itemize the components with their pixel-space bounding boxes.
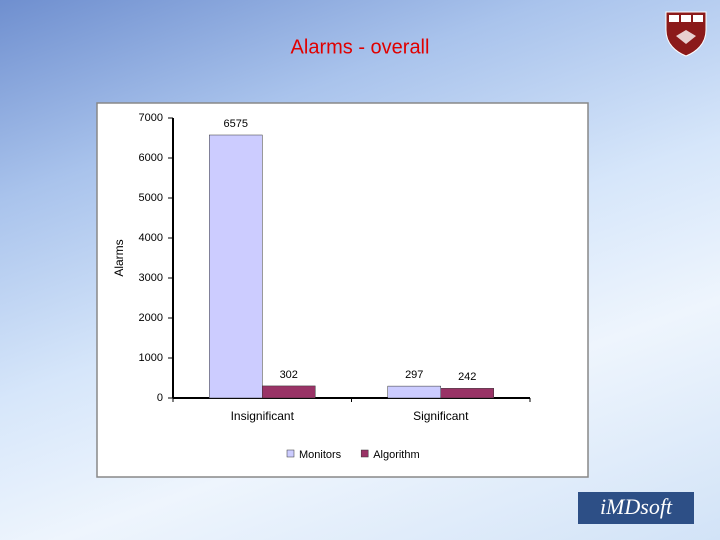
y-tick-label: 0: [157, 392, 163, 404]
legend-swatch: [286, 449, 295, 458]
plot-frame: [96, 102, 589, 478]
legend-swatch: [360, 449, 369, 458]
logo-text: iMDsoft: [600, 494, 673, 519]
y-axis-label: Alarms: [112, 239, 126, 276]
data-label: 297: [405, 369, 423, 381]
bar: [209, 134, 263, 399]
data-label: 6575: [224, 118, 248, 130]
y-tick-label: 3000: [139, 272, 163, 284]
y-tick-label: 6000: [139, 152, 163, 164]
bar: [387, 385, 441, 399]
legend-label: Monitors: [299, 449, 342, 461]
y-tick-label: 7000: [139, 112, 163, 124]
legend-label: Algorithm: [373, 449, 419, 461]
bar: [262, 385, 316, 399]
bar: [440, 388, 494, 399]
x-tick-label: Insignificant: [231, 409, 295, 423]
chart-title: Alarms - overall: [291, 36, 430, 58]
logo-box: [578, 492, 694, 524]
y-tick-label: 2000: [139, 312, 163, 324]
y-tick-label: 5000: [139, 192, 163, 204]
y-tick-label: 4000: [139, 232, 163, 244]
data-label: 242: [458, 371, 476, 383]
data-label: 302: [280, 369, 298, 381]
x-tick-label: Significant: [413, 409, 469, 423]
y-tick-label: 1000: [139, 352, 163, 364]
harvard-shield: [665, 11, 707, 57]
